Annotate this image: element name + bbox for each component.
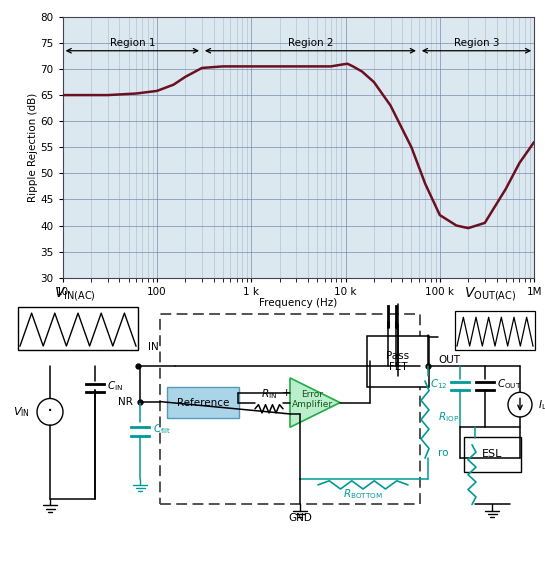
Text: $R_{\rm IOP}$: $R_{\rm IOP}$ — [438, 410, 459, 424]
Text: $C_{\rm 12}$: $C_{\rm 12}$ — [431, 377, 448, 391]
Text: ro: ro — [438, 448, 449, 458]
Text: IN: IN — [148, 342, 159, 352]
Text: $C_{\rm OUT}$: $C_{\rm OUT}$ — [497, 377, 522, 391]
Text: $C_{\rm filt}$: $C_{\rm filt}$ — [153, 422, 172, 436]
Bar — [18, 307, 138, 350]
Text: Pass
FET: Pass FET — [386, 351, 409, 373]
Text: Error
Amplifier: Error Amplifier — [292, 390, 332, 409]
Text: $\mathit{V}_{\rm IN(AC)}$: $\mathit{V}_{\rm IN(AC)}$ — [54, 284, 96, 302]
FancyBboxPatch shape — [464, 436, 521, 471]
Y-axis label: Ripple Rejection (dB): Ripple Rejection (dB) — [28, 93, 38, 202]
FancyBboxPatch shape — [167, 387, 239, 418]
Text: Reference: Reference — [177, 398, 229, 408]
Text: Region 1: Region 1 — [110, 38, 155, 48]
Text: ESL: ESL — [482, 449, 502, 459]
Text: OUT: OUT — [438, 356, 460, 365]
Text: Region 3: Region 3 — [454, 38, 499, 48]
Text: $R_{\rm IN}$: $R_{\rm IN}$ — [261, 388, 277, 401]
Text: $V_{\rm IN}$: $V_{\rm IN}$ — [13, 405, 30, 419]
FancyBboxPatch shape — [367, 335, 429, 387]
Bar — [455, 311, 535, 350]
Text: $I_{\rm LOAD}$: $I_{\rm LOAD}$ — [538, 398, 545, 412]
Text: Region 2: Region 2 — [288, 38, 333, 48]
Text: GND: GND — [288, 513, 312, 523]
Text: −: − — [281, 407, 291, 420]
Text: $R_{\rm BOTTOM}$: $R_{\rm BOTTOM}$ — [343, 488, 383, 501]
Polygon shape — [290, 378, 340, 427]
Text: $C_{\rm IN}$: $C_{\rm IN}$ — [107, 379, 123, 393]
X-axis label: Frequency (Hz): Frequency (Hz) — [259, 298, 337, 308]
Text: $\mathit{V}_{\rm OUT(AC)}$: $\mathit{V}_{\rm OUT(AC)}$ — [464, 284, 516, 302]
Text: NR: NR — [118, 397, 133, 407]
Text: ·: · — [47, 402, 53, 421]
Text: +: + — [281, 388, 290, 398]
